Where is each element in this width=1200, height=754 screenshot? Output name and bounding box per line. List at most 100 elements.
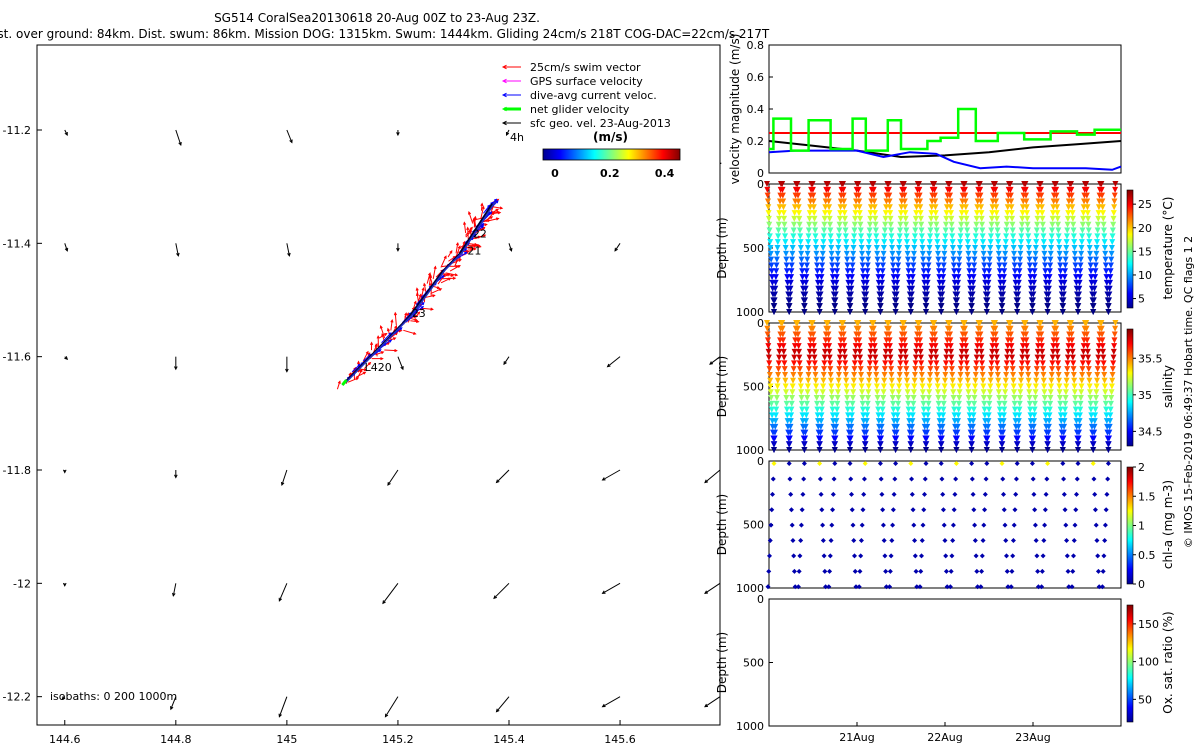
geo-velocity-arrow-shaft bbox=[608, 357, 621, 367]
temp-profile-marker bbox=[1033, 245, 1039, 251]
sal-profile-marker bbox=[1111, 343, 1117, 349]
temp-profile-marker bbox=[940, 274, 946, 280]
sal-profile-marker bbox=[789, 389, 795, 395]
chl-profile-marker bbox=[1034, 538, 1039, 543]
temp-profile-marker bbox=[989, 222, 995, 228]
sal-profile-marker bbox=[828, 378, 834, 384]
temp-colorbar-tick-label: 20 bbox=[1138, 222, 1152, 235]
sal-profile-marker bbox=[804, 395, 810, 401]
swim-vector-arrow-shaft bbox=[442, 278, 455, 279]
sal-profile-marker bbox=[895, 395, 901, 401]
temp-profile-marker bbox=[784, 262, 790, 268]
chl-colorbar bbox=[1127, 467, 1133, 584]
temp-profile-marker bbox=[1002, 257, 1008, 263]
temp-profile-marker bbox=[941, 262, 947, 268]
sal-profile-marker bbox=[850, 395, 856, 401]
temp-profile-marker bbox=[973, 222, 979, 228]
sal-profile-marker bbox=[1047, 395, 1053, 401]
sal-profile-marker bbox=[942, 378, 948, 384]
sal-ylabel: Depth (m) bbox=[715, 356, 729, 417]
temp-profile-marker bbox=[1040, 233, 1046, 239]
temp-profile-marker bbox=[1078, 262, 1084, 268]
geo-velocity-arrow-shaft bbox=[388, 470, 398, 485]
temp-profile-marker bbox=[918, 222, 924, 228]
sal-profile-marker bbox=[950, 384, 956, 390]
chl-profile-marker bbox=[1091, 476, 1096, 481]
chl-profile-marker bbox=[1094, 538, 1099, 543]
temp-colorbar-tick-label: 15 bbox=[1138, 245, 1152, 258]
chl-profile-marker bbox=[924, 461, 929, 466]
temp-profile-marker bbox=[1017, 262, 1023, 268]
sal-profile-marker bbox=[834, 407, 840, 413]
temp-profile-marker bbox=[874, 245, 880, 251]
geo-velocity-arrow bbox=[494, 583, 509, 598]
temp-profile-marker bbox=[978, 204, 984, 210]
sal-profile-marker bbox=[932, 343, 938, 349]
chl-profile-marker bbox=[832, 476, 837, 481]
chl-profile-marker bbox=[1031, 492, 1036, 497]
date-xtick-label: 23Aug bbox=[1015, 731, 1050, 744]
sal-profile-marker bbox=[851, 384, 857, 390]
sal-profile-marker bbox=[811, 343, 817, 349]
geo-velocity-arrow bbox=[385, 697, 398, 717]
sal-profile-marker bbox=[1102, 389, 1108, 395]
sal-profile-marker bbox=[1070, 360, 1076, 366]
sal-profile-marker bbox=[981, 395, 987, 401]
temp-profile-marker bbox=[890, 262, 896, 268]
sal-profile-marker bbox=[775, 372, 781, 378]
chl-profile-marker bbox=[851, 523, 856, 528]
temp-profile-marker bbox=[842, 216, 848, 222]
sal-profile-marker bbox=[834, 401, 840, 407]
sal-profile-marker bbox=[813, 384, 819, 390]
temp-profile-marker bbox=[1018, 245, 1024, 251]
sal-profile-marker bbox=[1002, 401, 1008, 407]
velocity-ytick-label: 0.4 bbox=[747, 103, 765, 116]
sal-profile-marker bbox=[971, 407, 977, 413]
temp-profile-marker bbox=[927, 233, 933, 239]
chl-profile-marker bbox=[1062, 492, 1067, 497]
geo-velocity-arrow bbox=[287, 243, 290, 256]
sal-profile-marker bbox=[790, 378, 796, 384]
temp-profile-marker bbox=[882, 233, 888, 239]
sal-profile-marker bbox=[1107, 412, 1113, 418]
sal-profile-marker bbox=[1111, 337, 1117, 343]
chl-profile-marker bbox=[1103, 523, 1108, 528]
temp-profile-marker bbox=[1025, 233, 1031, 239]
temp-profile-marker bbox=[1064, 233, 1070, 239]
temp-profile-marker bbox=[1055, 228, 1061, 234]
chl-profile-marker bbox=[922, 492, 927, 497]
sal-profile-marker bbox=[873, 372, 879, 378]
temp-profile-marker bbox=[1011, 245, 1017, 251]
sal-profile-marker bbox=[1077, 407, 1083, 413]
temp-profile-marker bbox=[965, 251, 971, 257]
temp-profile-marker bbox=[1070, 222, 1076, 228]
sal-profile-marker bbox=[1017, 395, 1023, 401]
chl-profile-marker bbox=[879, 476, 884, 481]
sal-profile-marker bbox=[1064, 366, 1070, 372]
temp-profile-marker bbox=[872, 216, 878, 222]
sal-profile-marker bbox=[888, 360, 894, 366]
sal-profile-marker bbox=[774, 395, 780, 401]
temp-profile-marker bbox=[1087, 257, 1093, 263]
speed-colorbar-tick-label: 0.2 bbox=[600, 167, 620, 180]
temp-profile-marker bbox=[879, 274, 885, 280]
sal-profile-marker bbox=[796, 343, 802, 349]
sal-profile-marker bbox=[964, 366, 970, 372]
geo-velocity-arrow bbox=[173, 583, 176, 596]
sal-profile-marker bbox=[896, 378, 902, 384]
sal-profile-marker bbox=[849, 407, 855, 413]
geo-velocity-arrow bbox=[383, 583, 398, 603]
sal-profile-marker bbox=[783, 384, 789, 390]
chl-profile-marker bbox=[1034, 553, 1039, 558]
chl-profile-marker bbox=[822, 569, 827, 574]
sal-profile-marker bbox=[882, 355, 888, 361]
sal-profile-marker bbox=[964, 372, 970, 378]
sal-profile-marker bbox=[920, 401, 926, 407]
chl-profile-marker bbox=[1101, 553, 1106, 558]
sal-profile-marker bbox=[895, 407, 901, 413]
chl-profile-marker bbox=[1010, 553, 1015, 558]
